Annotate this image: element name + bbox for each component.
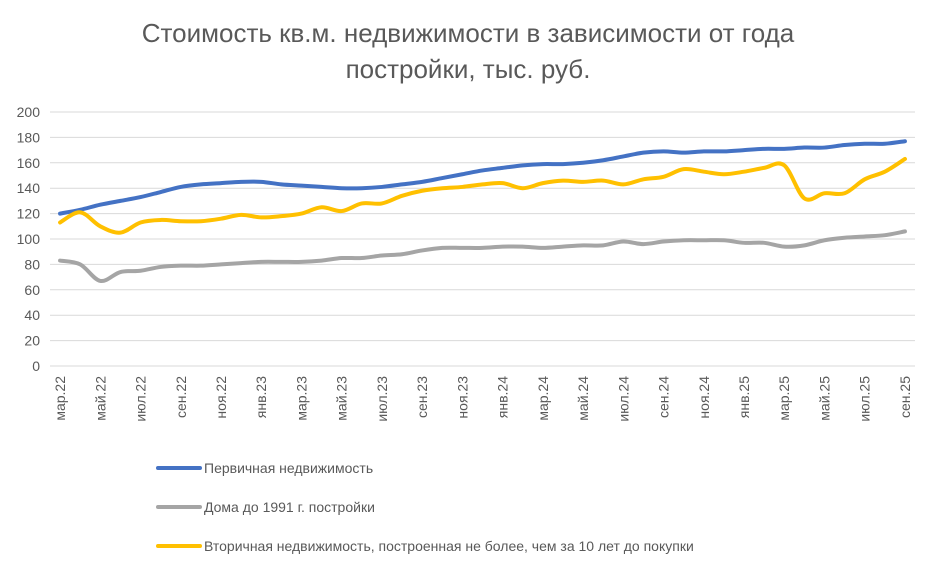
y-tick-label: 180: [17, 129, 41, 145]
x-tick-label: ноя.23: [454, 376, 470, 419]
x-tick-label: мар.24: [535, 376, 551, 421]
x-tick-label: май.22: [92, 376, 108, 421]
x-tick-label: июл.25: [857, 376, 873, 422]
x-tick-label: янв.24: [495, 376, 511, 418]
x-tick-label: янв.25: [736, 376, 752, 418]
x-tick-label: июл.22: [133, 376, 149, 422]
y-tick-label: 120: [17, 206, 41, 222]
series-line: [58, 229, 907, 283]
x-tick-label: июл.23: [374, 376, 390, 422]
series-line: [58, 156, 907, 235]
chart-title: постройки, тыс. руб.: [346, 54, 591, 84]
y-tick-label: 0: [32, 358, 40, 374]
x-tick-label: май.25: [816, 376, 832, 421]
chart-title: Стоимость кв.м. недвижимости в зависимос…: [142, 18, 795, 48]
y-tick-label: 60: [24, 282, 40, 298]
y-tick-label: 20: [24, 333, 40, 349]
x-tick-label: сен.22: [173, 376, 189, 418]
x-tick-label: май.24: [575, 376, 591, 421]
x-tick-label: мар.22: [52, 376, 68, 421]
y-tick-label: 80: [24, 256, 40, 272]
series-line: [58, 139, 907, 216]
y-tick-label: 160: [17, 155, 41, 171]
y-tick-label: 140: [17, 180, 41, 196]
x-tick-label: сен.25: [897, 376, 913, 418]
x-tick-label: янв.23: [253, 376, 269, 418]
x-tick-label: сен.23: [414, 376, 430, 418]
x-tick-label: май.23: [334, 376, 350, 421]
y-tick-label: 100: [17, 231, 41, 247]
x-tick-label: ноя.24: [696, 376, 712, 419]
legend-label: Вторичная недвижимость, построенная не б…: [204, 538, 694, 554]
legend-label: Дома до 1991 г. постройки: [204, 499, 375, 515]
x-tick-label: сен.24: [656, 376, 672, 418]
y-tick-label: 40: [24, 307, 40, 323]
x-tick-label: ноя.22: [213, 376, 229, 419]
x-tick-label: июл.24: [615, 376, 631, 422]
x-tick-label: мар.25: [776, 376, 792, 421]
y-tick-label: 200: [17, 104, 41, 120]
x-tick-label: мар.23: [293, 376, 309, 421]
legend-label: Первичная недвижимость: [204, 460, 373, 476]
